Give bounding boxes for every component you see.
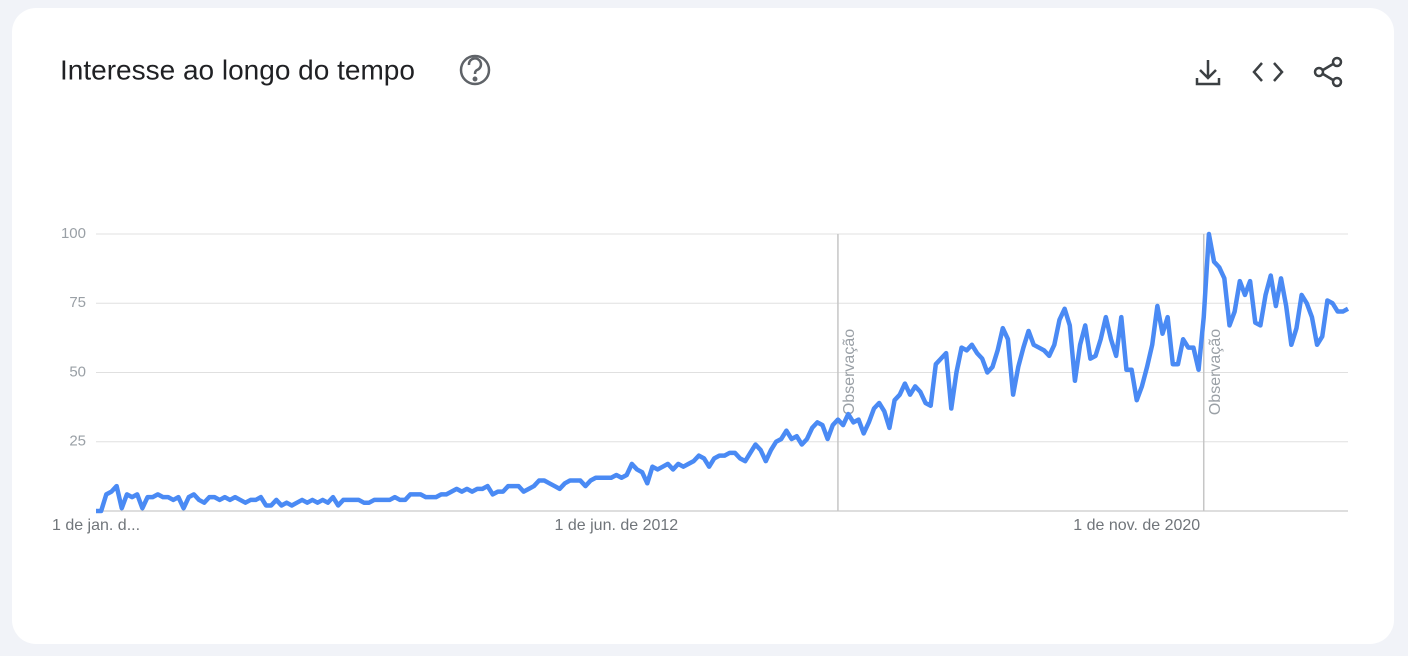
share-icon[interactable] (1313, 56, 1343, 88)
help-icon[interactable] (459, 54, 491, 86)
x-tick-label: 1 de jun. de 2012 (555, 517, 679, 534)
chart-title: Interesse ao longo do tempo (60, 54, 415, 85)
y-tick-label: 50 (69, 363, 86, 380)
x-tick-label: 1 de jan. d... (52, 517, 140, 534)
embed-icon[interactable] (1252, 62, 1284, 82)
y-tick-label: 75 (69, 294, 86, 311)
trend-line (96, 231, 1350, 514)
y-tick-label: 25 (69, 433, 86, 450)
annotation-label: Observação (1207, 329, 1224, 415)
download-icon[interactable] (1195, 60, 1221, 86)
annotation-label: Observação (841, 329, 858, 415)
y-tick-label: 100 (61, 225, 86, 242)
x-tick-label: 1 de nov. de 2020 (1073, 517, 1200, 534)
